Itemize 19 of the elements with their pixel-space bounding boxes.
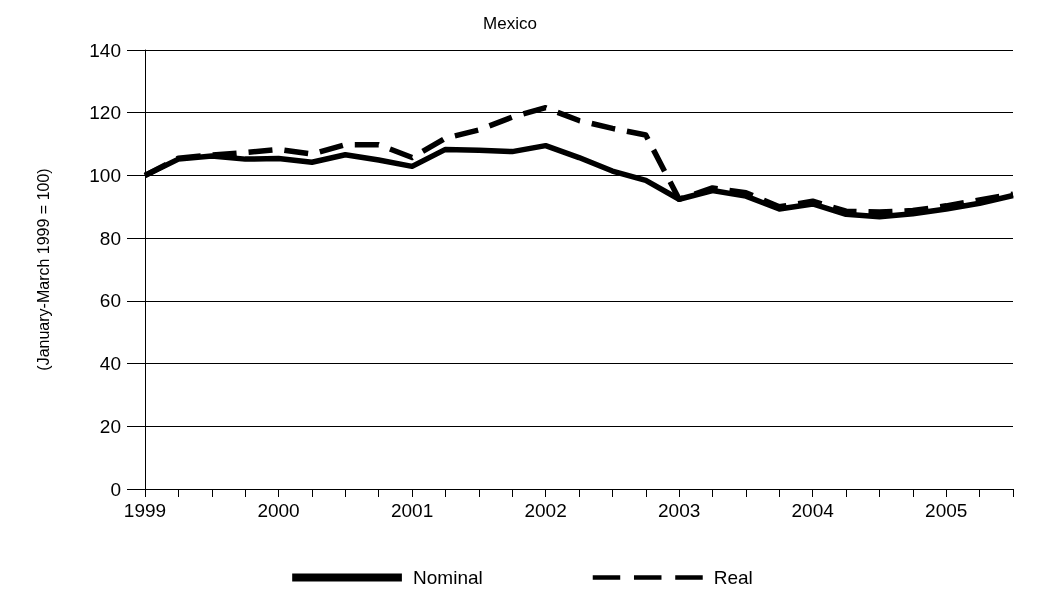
legend-label: Real [713,567,753,588]
legend-label: Nominal [413,567,483,588]
x-tick-label: 2001 [390,500,434,521]
y-tick-label: 80 [99,227,121,249]
x-tick-label: 2005 [925,500,968,521]
x-tick-label: 1999 [123,500,167,521]
y-tick-label: 0 [110,478,121,500]
x-tick-label: 2000 [257,500,300,521]
y-axis-title: (January-March 1999 = 100) [34,168,52,371]
y-tick-label: 100 [89,164,121,186]
x-tick-label: 2003 [658,500,701,521]
chart-title: Mexico [483,14,537,33]
y-tick-label: 120 [89,102,121,124]
y-tick-label: 140 [89,39,121,61]
y-tick-label: 20 [99,415,121,437]
y-tick-label: 60 [99,290,121,312]
x-tick-label: 2004 [791,500,835,521]
y-tick-label: 40 [99,353,121,375]
x-tick-label: 2002 [524,500,567,521]
